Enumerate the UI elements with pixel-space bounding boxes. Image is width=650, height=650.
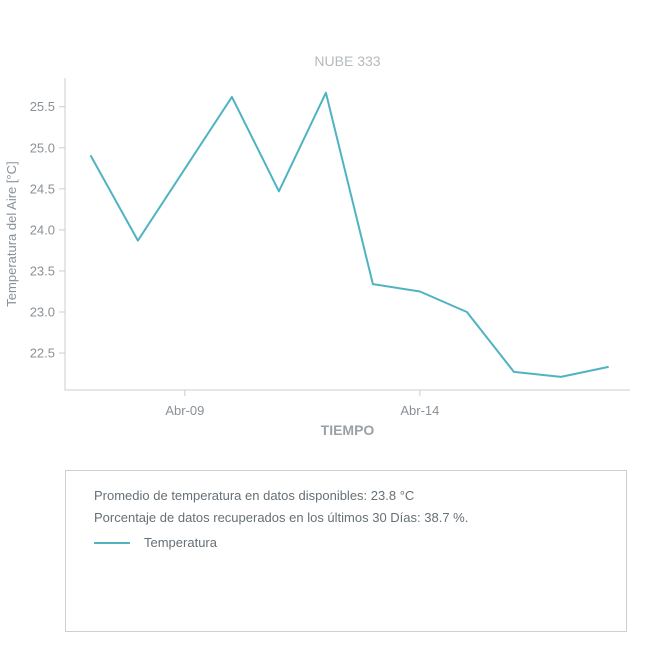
- legend: Temperatura: [94, 535, 606, 550]
- y-tick-label: 24.0: [30, 222, 55, 237]
- legend-line-swatch: [94, 541, 130, 544]
- x-tick-label: Abr-09: [165, 403, 204, 418]
- data-recovered-text: Porcentaje de datos recuperados en los ú…: [94, 510, 469, 525]
- avg-temperature-text: Promedio de temperatura en datos disponi…: [94, 488, 415, 503]
- y-tick-label: 24.5: [30, 181, 55, 196]
- y-tick-label: 22.5: [30, 346, 55, 361]
- y-axis-label: Temperatura del Aire [°C]: [4, 161, 19, 306]
- chart-area: 22.5 23.0 23.5 24.0 24.5 25.0 25.5 Abr-09 Abr-14…: [4, 53, 630, 438]
- y-tick-label: 23.5: [30, 263, 55, 278]
- legend-label: Temperatura: [144, 535, 217, 550]
- temperature-line-chart: 22.5 23.0 23.5 24.0 24.5 25.0 25.5 Abr-09 Abr-14…: [4, 53, 630, 438]
- x-tick-label: Abr-14: [400, 403, 439, 418]
- y-tick-label: 23.0: [30, 305, 55, 320]
- chart-title: NUBE 333: [314, 53, 380, 69]
- y-tick-label: 25.0: [30, 140, 55, 155]
- series-temperatura: [89, 91, 609, 378]
- axes: [64, 78, 630, 391]
- summary-panel: Promedio de temperatura en datos disponi…: [65, 470, 627, 632]
- x-axis-label: TIEMPO: [321, 422, 375, 438]
- y-tick-label: 25.5: [30, 99, 55, 114]
